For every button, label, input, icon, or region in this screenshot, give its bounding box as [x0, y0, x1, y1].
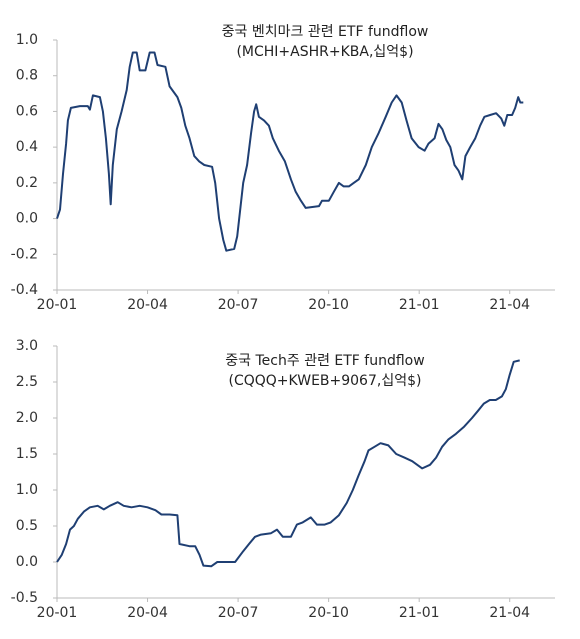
chart-subtitle: (MCHI+ASHR+KBA,십억$): [236, 44, 413, 60]
x-tick-label: 20-01: [37, 297, 78, 313]
x-tick-label: 20-01: [37, 605, 78, 621]
y-tick-label: 0.4: [16, 139, 38, 155]
y-tick-label: 0.0: [16, 211, 38, 227]
x-tick-label: 20-10: [308, 605, 349, 621]
y-tick-label: 0.6: [16, 103, 38, 119]
y-tick-label: 1.0: [16, 32, 38, 48]
y-tick-label: 2.0: [16, 410, 38, 426]
x-tick-label: 20-10: [308, 297, 349, 313]
y-tick-label: -0.2: [11, 246, 38, 262]
line-series: [56, 359, 520, 568]
y-tick-label: -0.5: [11, 590, 38, 606]
line-series: [56, 51, 524, 252]
x-tick-label: 20-07: [218, 605, 259, 621]
y-tick-label: 0.8: [16, 68, 38, 84]
y-tick-label: -0.4: [11, 282, 38, 298]
x-tick-label: 21-04: [489, 605, 530, 621]
y-tick-label: 0.0: [16, 554, 38, 570]
chart-title: 중국 벤치마크 관련 ETF fundflow: [222, 24, 429, 40]
chart-title: 중국 Tech주 관련 ETF fundflow: [225, 353, 424, 369]
y-tick-label: 1.0: [16, 482, 38, 498]
x-tick-label: 20-04: [127, 605, 168, 621]
chart-subtitle: (CQQQ+KWEB+9067,십억$): [229, 373, 422, 389]
x-tick-label: 20-04: [127, 297, 168, 313]
y-tick-label: 0.5: [16, 518, 38, 534]
y-tick-label: 1.5: [16, 446, 38, 462]
x-tick-label: 21-04: [489, 297, 530, 313]
x-tick-label: 21-01: [399, 297, 440, 313]
y-tick-label: 0.2: [16, 175, 38, 191]
x-tick-label: 20-07: [218, 297, 259, 313]
x-tick-label: 21-01: [399, 605, 440, 621]
y-tick-label: 3.0: [16, 338, 38, 354]
y-tick-label: 2.5: [16, 374, 38, 390]
